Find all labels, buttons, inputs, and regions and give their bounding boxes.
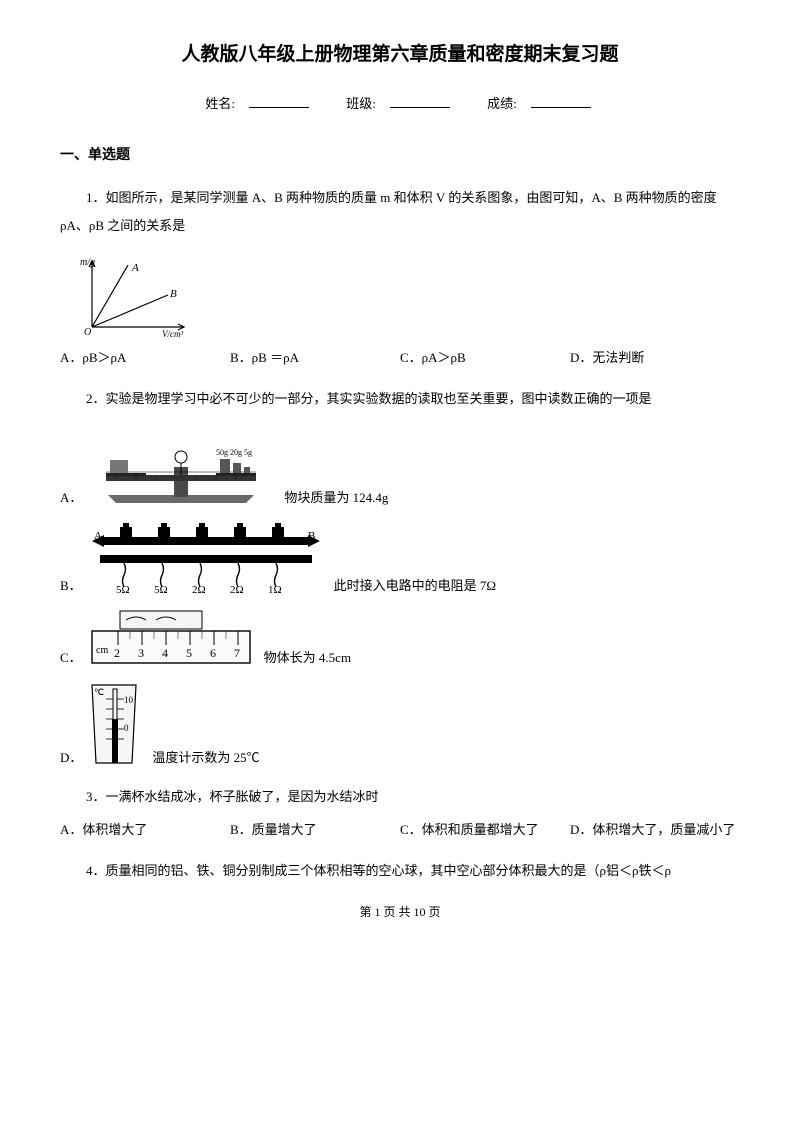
score-blank (531, 107, 591, 108)
q2c-t4: 5 (186, 646, 192, 660)
q2b-ohm4: 2Ω (230, 584, 244, 596)
q2-opt-c-label: C． (60, 648, 82, 669)
name-label: 姓名: (205, 96, 235, 111)
q2b-ohm2: 5Ω (154, 584, 168, 596)
q1-opt-a: A．ρB＞ρA (60, 348, 230, 369)
q3-opt-a: A．体积增大了 (60, 820, 230, 841)
q2b-ohm1: 5Ω (116, 584, 130, 596)
q2-opt-c-text: 物体长为 4.5cm (264, 648, 351, 669)
q1-text: 1．如图所示，是某同学测量 A、B 两种物质的质量 m 和体积 V 的关系图象，… (60, 184, 740, 241)
q4-text: 4．质量相同的铝、铁、铜分别制成三个体积相等的空心球，其中空心部分体积最大的是（… (60, 857, 740, 886)
q1-options: A．ρB＞ρA B．ρB ＝ρA C．ρA＞ρB D．无法判断 (60, 348, 740, 369)
q3-opt-d: D．体积增大了，质量减小了 (570, 820, 740, 841)
section-1-header: 一、单选题 (60, 143, 740, 165)
q1-origin: O (84, 327, 91, 338)
q1-opt-b: B．ρB ＝ρA (230, 348, 400, 369)
q1-opt-d: D．无法判断 (570, 348, 740, 369)
q2-opt-b-text: 此时接入电路中的电阻是 7Ω (334, 576, 496, 597)
q2-text: 2．实验是物理学习中必不可少的一部分，其实实验数据的读取也至关重要，图中读数正确… (60, 385, 740, 414)
q2-opt-a-line: A． 50g 20g 5g 物块质量为 124.4g (60, 427, 740, 509)
q2-opt-a-text: 物块质量为 124.4g (284, 488, 388, 509)
q2d-m1: 10 (124, 695, 134, 705)
page-title: 人教版八年级上册物理第六章质量和密度期末复习题 (60, 40, 740, 70)
q2-opt-b-label: B． (60, 576, 82, 597)
q2c-t5: 6 (210, 646, 216, 660)
q2-fig-d: ℃ 10 0 (86, 679, 144, 769)
name-blank (249, 107, 309, 108)
q2b-ohm5: 1Ω (268, 584, 282, 596)
q1-ylabel: m/g (80, 257, 95, 268)
q2-fig-c: cm 2 3 4 5 6 7 (86, 607, 256, 669)
q2a-weights: 50g 20g 5g (216, 448, 252, 457)
q2-fig-a: 50g 20g 5g (86, 427, 276, 509)
q2-opt-d-text: 温度计示数为 25℃ (152, 748, 259, 769)
page-footer: 第 1 页 共 10 页 (60, 903, 740, 922)
q2-opt-c-line: C． cm 2 3 4 5 6 7 物体长为 4.5cm (60, 607, 740, 669)
q2d-unit: ℃ (94, 687, 104, 697)
q3-opt-b: B．质量增大了 (230, 820, 400, 841)
q2-opt-a-label: A． (60, 488, 82, 509)
q2-opt-b-line: B． A B 5Ω 5Ω 2Ω 2Ω 1Ω 此时接入电路中的电阻是 7Ω (60, 519, 740, 597)
score-label: 成绩: (487, 96, 517, 111)
student-info: 姓名: 班级: 成绩: (60, 94, 740, 115)
q2c-t6: 7 (234, 646, 240, 660)
q2-opt-d-line: D． ℃ 10 0 温度计示数为 25℃ (60, 679, 740, 769)
class-blank (390, 107, 450, 108)
q2c-t1: 2 (114, 646, 120, 660)
q2c-t3: 4 (162, 646, 168, 660)
q3-text: 3．一满杯水结成冰，杯子胀破了，是因为水结冰时 (60, 783, 740, 812)
q3-options: A．体积增大了 B．质量增大了 C．体积和质量都增大了 D．体积增大了，质量减小… (60, 820, 740, 841)
q2b-ohm3: 2Ω (192, 584, 206, 596)
q2c-cm: cm (96, 645, 108, 656)
q1-line-a-label: A (131, 262, 139, 274)
q2c-t2: 3 (138, 646, 144, 660)
q2-fig-b: A B 5Ω 5Ω 2Ω 2Ω 1Ω (86, 519, 326, 597)
q2d-m2: 0 (124, 723, 129, 733)
q1-xlabel: V/cm³ (162, 329, 183, 339)
q1-opt-c: C．ρA＞ρB (400, 348, 570, 369)
q3-opt-c: C．体积和质量都增大了 (400, 820, 570, 841)
q1-line-b-label: B (170, 288, 177, 300)
q2-opt-d-label: D． (60, 748, 82, 769)
class-label: 班级: (346, 96, 376, 111)
q1-figure: A B m/g V/cm³ O (80, 255, 740, 340)
